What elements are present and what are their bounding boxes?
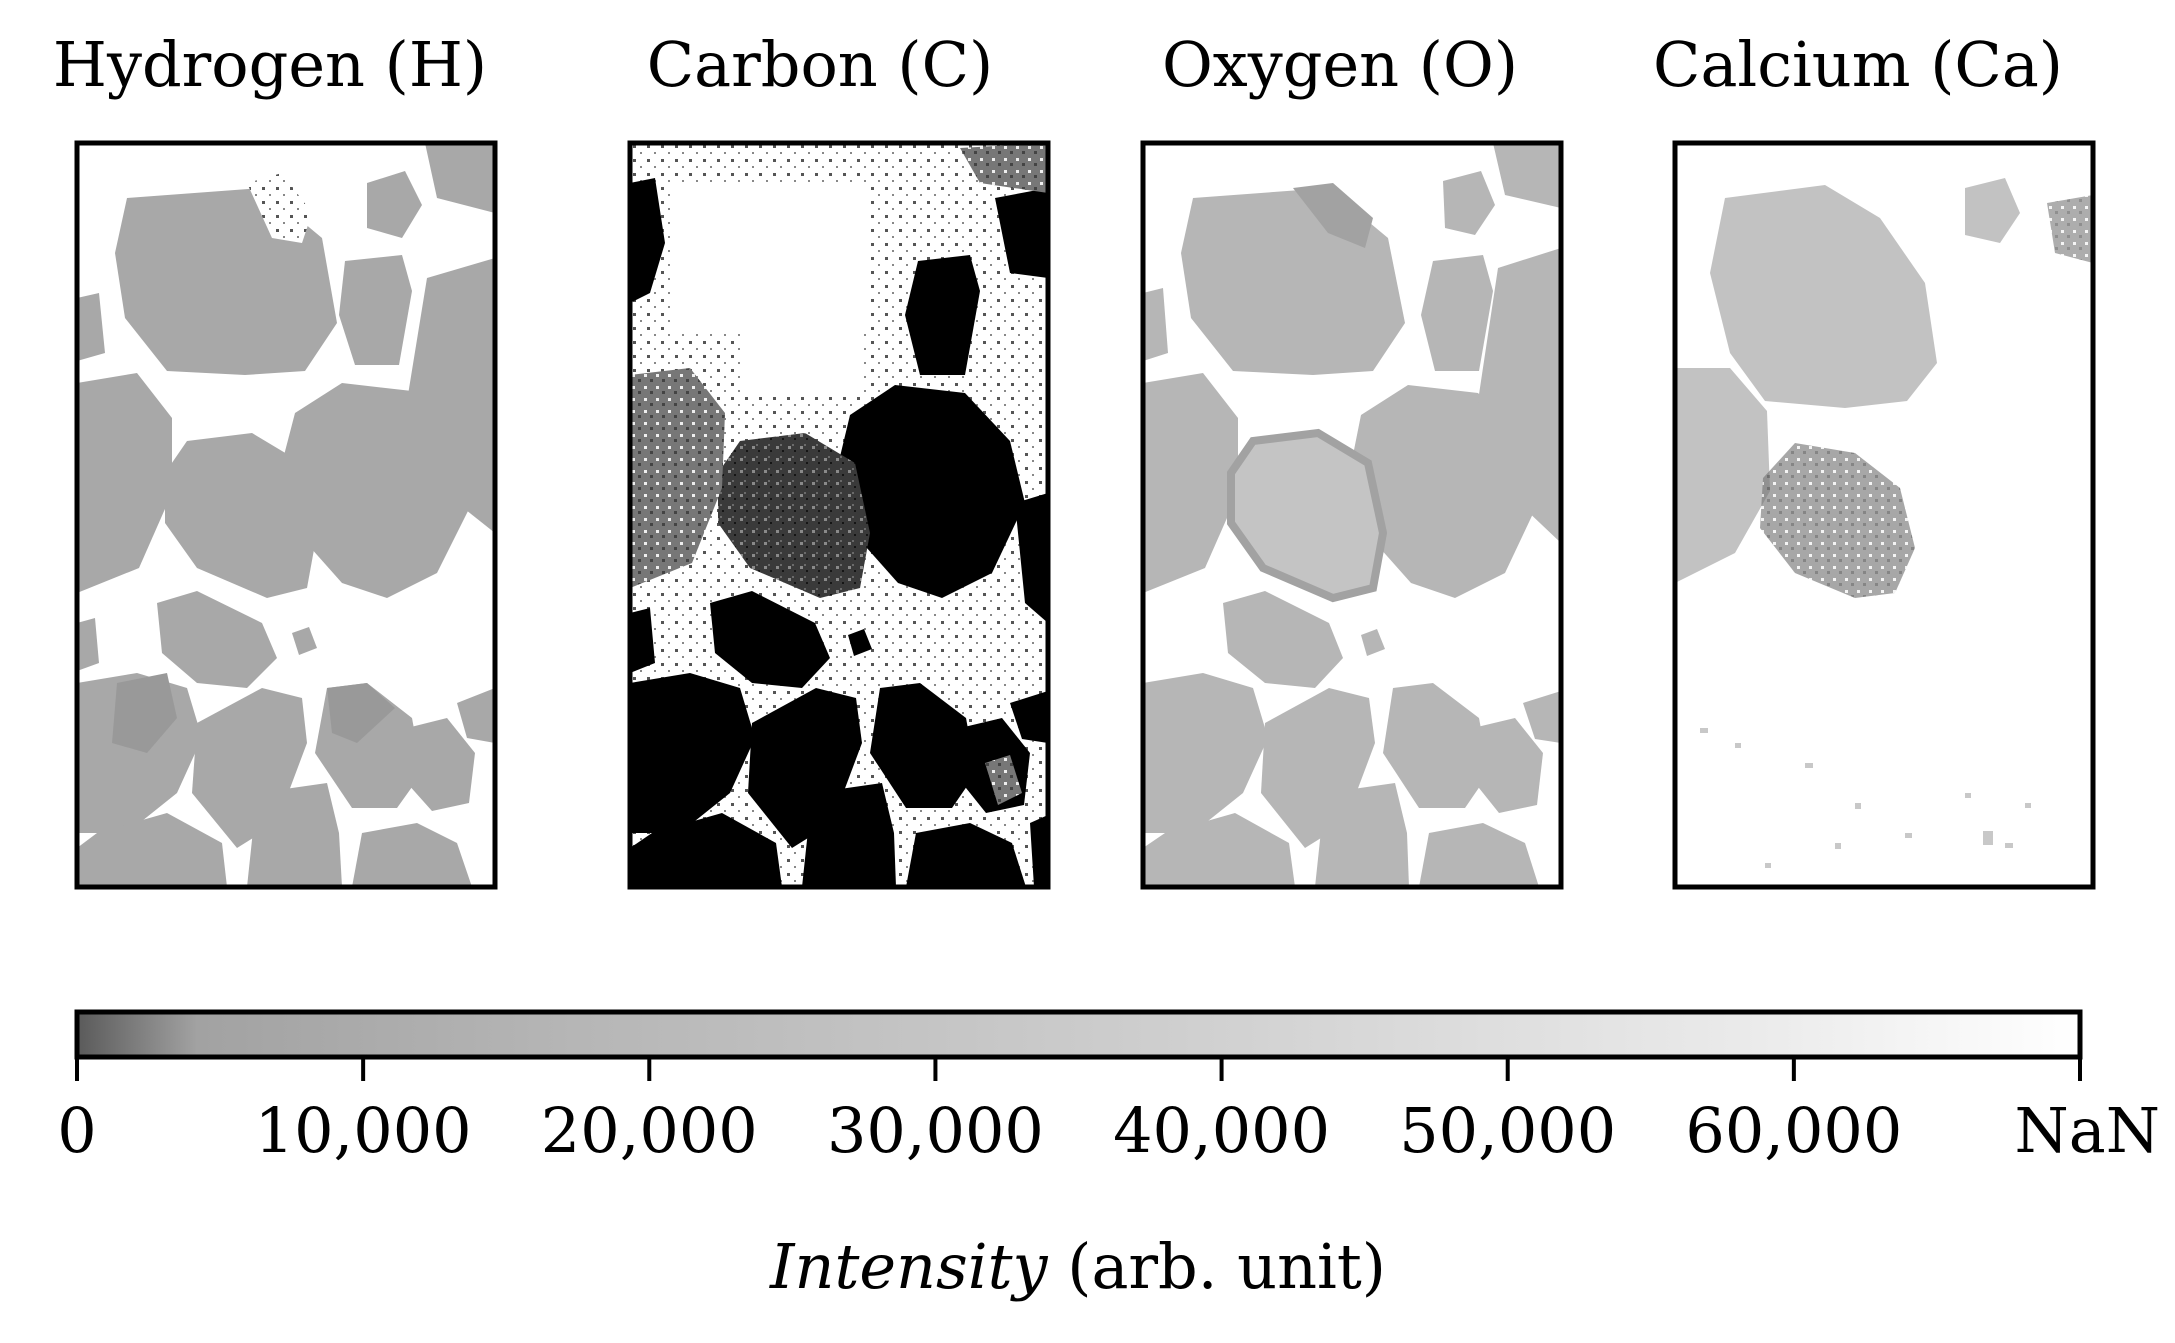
heatmap-panel-calcium <box>1672 140 2096 890</box>
colorbar-tick-label: 40,000 <box>1113 1094 1330 1167</box>
colorbar-tick-label: NaN <box>2015 1094 2160 1167</box>
panel-title-oxygen: Oxygen (O) <box>1162 28 1518 101</box>
colorbar: 0 10,000 20,000 30,000 40,000 50,000 60,000 NaN… <box>57 1009 2160 1303</box>
colorbar-tick-label: 50,000 <box>1399 1094 1616 1167</box>
colorbar-ticks: 0 10,000 20,000 30,000 40,000 50,000 60,000 NaN <box>57 1057 2160 1167</box>
colorbar-gradient <box>74 1009 2083 1060</box>
colorbar-tick-label: 10,000 <box>255 1094 472 1167</box>
colorbar-tick-label: 20,000 <box>541 1094 758 1167</box>
heatmap-panel-carbon <box>627 140 1051 890</box>
colorbar-label-italic: Intensity <box>769 1230 1049 1303</box>
colorbar-tick-label: 30,000 <box>827 1094 1044 1167</box>
colorbar-label-unit: (arb. unit) <box>1048 1230 1386 1303</box>
heatmap-panel-oxygen <box>1140 140 1564 890</box>
colorbar-axis-label: Intensity (arb. unit) <box>769 1230 1386 1303</box>
colorbar-tick-label: 0 <box>57 1094 96 1167</box>
panel-title-hydrogen: Hydrogen (H) <box>53 28 487 101</box>
colorbar-tick-label: 60,000 <box>1685 1094 1902 1167</box>
panel-title-calcium: Calcium (Ca) <box>1653 28 2063 101</box>
panel-title-carbon: Carbon (C) <box>647 28 994 101</box>
heatmap-panel-hydrogen <box>74 140 498 890</box>
